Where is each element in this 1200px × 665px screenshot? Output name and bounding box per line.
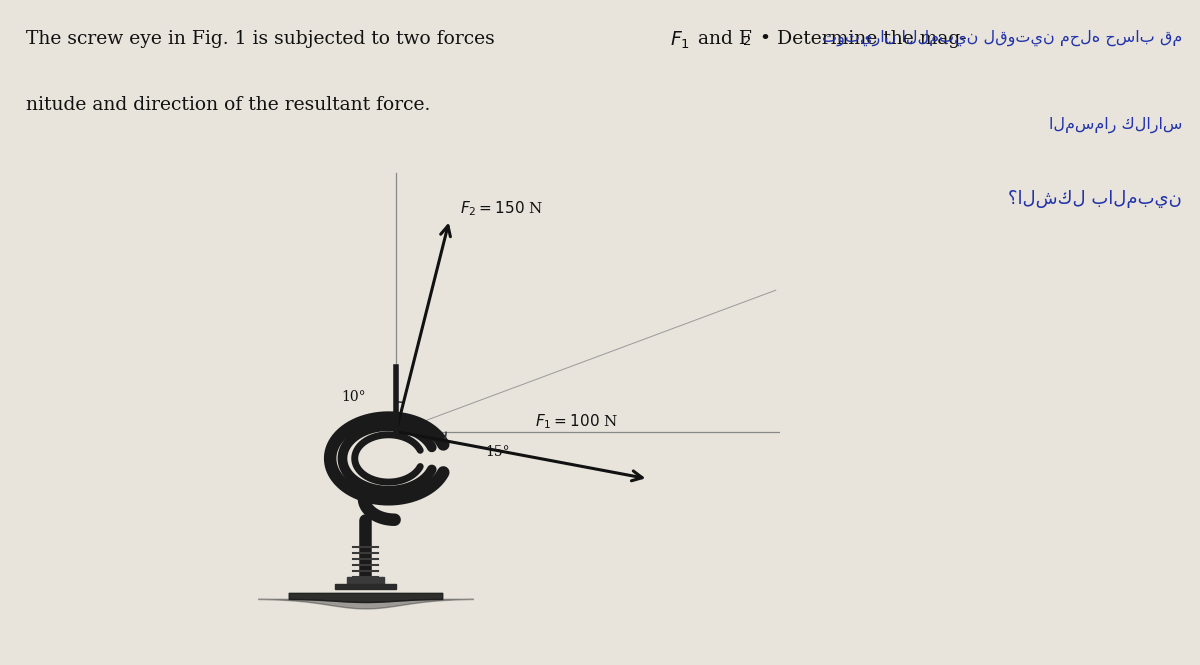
Text: $_2$: $_2$ bbox=[742, 30, 751, 48]
Text: $F_1 = 100$ N: $F_1 = 100$ N bbox=[535, 412, 618, 431]
Text: 15°: 15° bbox=[485, 446, 510, 460]
Text: 10°: 10° bbox=[341, 390, 366, 404]
Text: The screw eye in Fig. 1 is subjected to two forces: The screw eye in Fig. 1 is subjected to … bbox=[26, 30, 502, 48]
Polygon shape bbox=[347, 577, 384, 585]
Polygon shape bbox=[335, 585, 396, 589]
Text: $F_1$: $F_1$ bbox=[670, 30, 690, 51]
Text: $F_2 = 150$ N: $F_2 = 150$ N bbox=[461, 199, 544, 217]
Text: المسمار كلاراس: المسمار كلاراس bbox=[1049, 116, 1182, 133]
Text: توثيران اللمبين لقوتين محله حساب قم: توثيران اللمبين لقوتين محله حساب قم bbox=[822, 30, 1182, 47]
Text: ؟الشكل بالمبين: ؟الشكل بالمبين bbox=[1008, 190, 1182, 207]
Text: and F: and F bbox=[692, 30, 758, 48]
Text: • Determine the mag-: • Determine the mag- bbox=[754, 30, 966, 48]
Text: nitude and direction of the resultant force.: nitude and direction of the resultant fo… bbox=[26, 96, 431, 114]
